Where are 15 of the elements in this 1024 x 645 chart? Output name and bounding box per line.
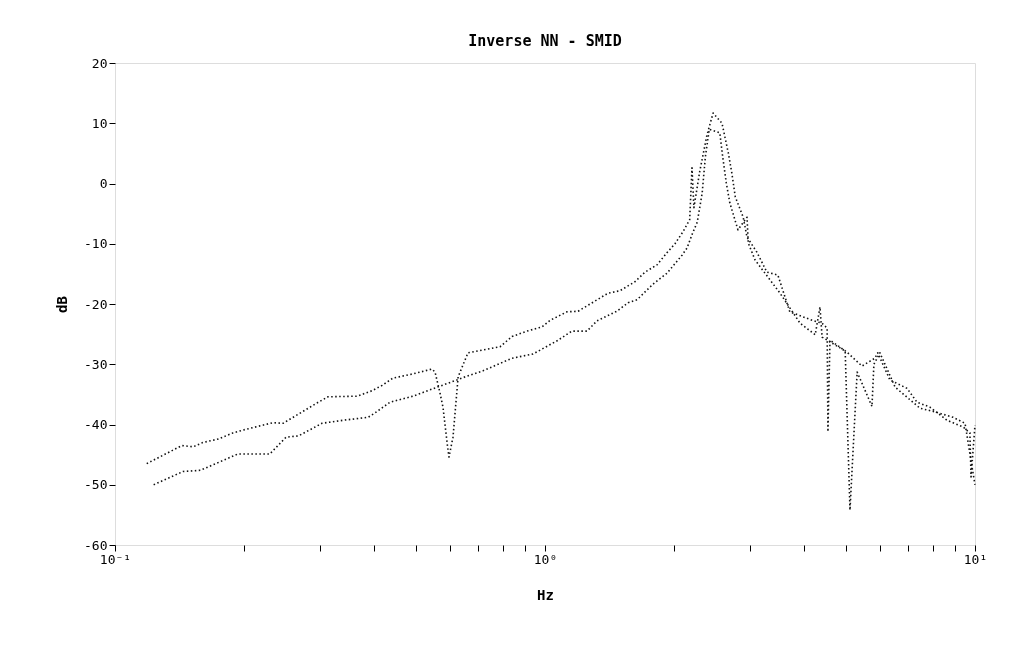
- chart-title: Inverse NN - SMID: [468, 32, 622, 50]
- x-axis-title: Hz: [537, 586, 554, 603]
- y-tick-label: -30: [84, 356, 108, 372]
- x-tick-label: 10¹: [963, 551, 988, 567]
- y-tick-label: -10: [84, 236, 108, 252]
- y-tick-label: -50: [84, 477, 108, 493]
- y-tick-label: 20: [91, 55, 108, 71]
- x-tick-label: 10⁰: [533, 551, 558, 567]
- y-axis-title: dB: [54, 296, 71, 313]
- y-tick-label: -40: [84, 417, 108, 432]
- y-tick-label: -60: [84, 537, 108, 553]
- y-tick-label: 10: [91, 115, 108, 131]
- y-tick-label: 0: [99, 176, 108, 191]
- x-tick-label: 10⁻¹: [99, 551, 132, 567]
- y-tick-label: -20: [84, 296, 108, 312]
